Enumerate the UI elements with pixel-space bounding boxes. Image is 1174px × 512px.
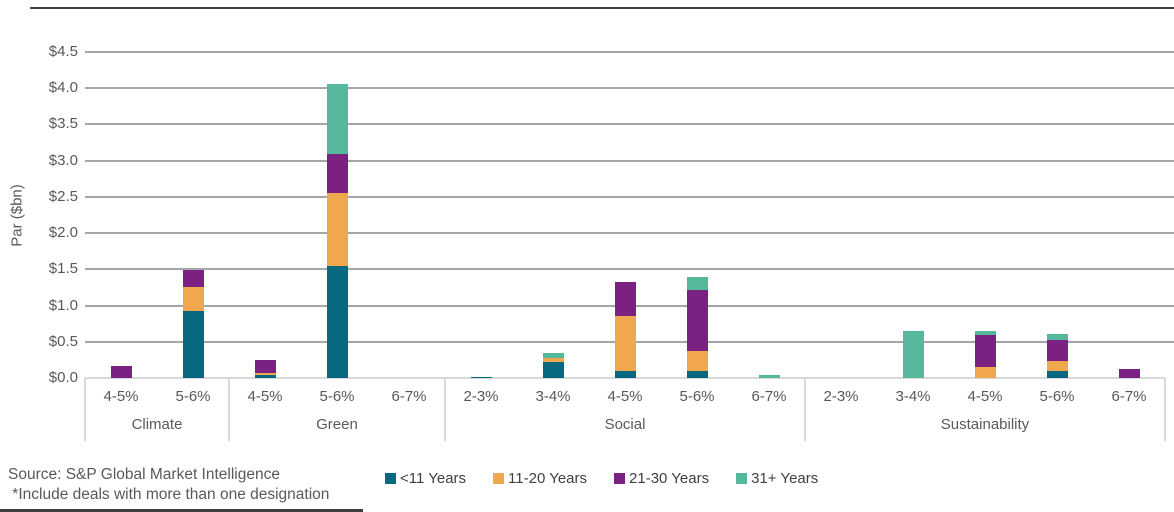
group-separator	[444, 378, 446, 441]
y-tick-label: $1.0	[48, 296, 78, 314]
bar-segment	[686, 371, 708, 378]
category-label: Sustainability	[940, 416, 1030, 433]
bar-segment	[1046, 370, 1068, 378]
bar-segment	[254, 372, 276, 376]
y-tick-label: $3.0	[48, 151, 78, 169]
bar-segment	[1118, 368, 1140, 378]
rate-tick-label: 2-3%	[463, 388, 499, 405]
rate-tick-label: 5-6%	[679, 388, 715, 405]
bar-segment	[758, 375, 780, 378]
rate-tick-label: 5-6%	[319, 388, 355, 405]
bottom-rule	[0, 509, 363, 512]
bar-segment	[974, 367, 996, 378]
rate-tick-label: 4-5%	[967, 388, 1003, 405]
source-text: Source: S&P Global Market Intelligence	[8, 466, 280, 483]
bar-segment	[182, 270, 204, 287]
legend-label: 11-20 Years	[508, 469, 588, 487]
gridline	[85, 87, 1174, 90]
y-tick-label: $0.0	[48, 369, 78, 386]
group-separator	[228, 378, 230, 441]
rate-tick-label: 4-5%	[103, 388, 139, 405]
gridline	[85, 51, 1174, 53]
category-label: Green	[316, 416, 358, 433]
y-tick-label: $0.5	[48, 332, 78, 350]
y-tick-label: $4.0	[48, 79, 78, 97]
group-separator	[804, 378, 806, 441]
bar-segment	[326, 154, 348, 193]
bar-segment	[686, 289, 708, 352]
bar-segment	[542, 358, 564, 363]
chart-footer: Source: S&P Global Market Intelligence *…	[8, 465, 329, 505]
gridline	[85, 268, 1174, 271]
category-label: Social	[604, 416, 646, 433]
y-tick-label: $1.5	[48, 260, 78, 278]
group-separator	[1164, 378, 1166, 441]
x-axis-line	[85, 377, 1165, 379]
rate-tick-label: 5-6%	[1039, 388, 1075, 405]
rate-tick-label: 5-6%	[175, 388, 211, 405]
bar-segment	[974, 330, 996, 335]
y-tick-label: $3.5	[48, 115, 78, 133]
rate-tick-label: 6-7%	[1111, 388, 1147, 405]
y-tick-label: $4.5	[48, 43, 78, 60]
bar-segment	[902, 330, 924, 378]
bar-segment	[110, 365, 132, 378]
legend-item: 31+ Years	[736, 470, 818, 487]
gridline	[85, 123, 1174, 126]
rate-tick-label: 3-4%	[895, 388, 931, 405]
bar-segment	[614, 281, 636, 317]
bar-segment	[182, 286, 204, 311]
bar-segment	[686, 276, 708, 290]
bar-segment	[974, 334, 996, 368]
bar-segment	[182, 310, 204, 378]
legend-swatch	[736, 472, 748, 484]
bar-segment	[542, 362, 564, 378]
legend-label: 21-30 Years	[629, 469, 710, 487]
gridline	[85, 159, 1174, 162]
bar-segment	[1046, 361, 1068, 371]
legend-label: <11 Years	[400, 469, 467, 487]
top-rule	[30, 7, 1174, 9]
legend-item: <11 Years	[385, 470, 466, 487]
legend: <11 Years 11-20 Years 21-30 Years 31+ Years	[385, 468, 885, 488]
legend-label: 31+ Years	[751, 469, 819, 487]
rate-tick-label: 6-7%	[751, 388, 787, 405]
bar-segment	[254, 375, 276, 378]
bar-segment	[1046, 333, 1068, 340]
group-separator	[84, 378, 86, 441]
legend-item: 21-30 Years	[614, 470, 709, 487]
bar-segment	[542, 352, 564, 359]
bar-segment	[254, 359, 276, 373]
bar-segment	[326, 265, 348, 378]
legend-swatch	[385, 472, 396, 484]
bar-segment	[614, 316, 636, 371]
bar-segment	[470, 376, 492, 378]
category-label: Climate	[131, 416, 183, 433]
legend-swatch	[614, 472, 626, 484]
rate-tick-label: 4-5%	[247, 388, 283, 405]
bar-segment	[1046, 339, 1068, 362]
legend-swatch	[493, 472, 505, 484]
bar-segment	[326, 83, 348, 155]
gridline	[85, 232, 1174, 235]
bar-segment	[614, 370, 636, 378]
gridline	[85, 195, 1174, 198]
bar-segment	[686, 351, 708, 372]
y-tick-label: $2.0	[48, 224, 78, 242]
legend-item: 11-20 Years	[493, 470, 587, 487]
rate-tick-label: 4-5%	[607, 388, 643, 405]
bar-segment	[326, 192, 348, 266]
y-tick-label: $2.5	[48, 187, 78, 205]
rate-tick-label: 2-3%	[823, 388, 859, 405]
footnote-text: *Include deals with more than one design…	[8, 486, 330, 503]
rate-tick-label: 6-7%	[391, 388, 427, 405]
rate-tick-label: 3-4%	[535, 388, 571, 405]
